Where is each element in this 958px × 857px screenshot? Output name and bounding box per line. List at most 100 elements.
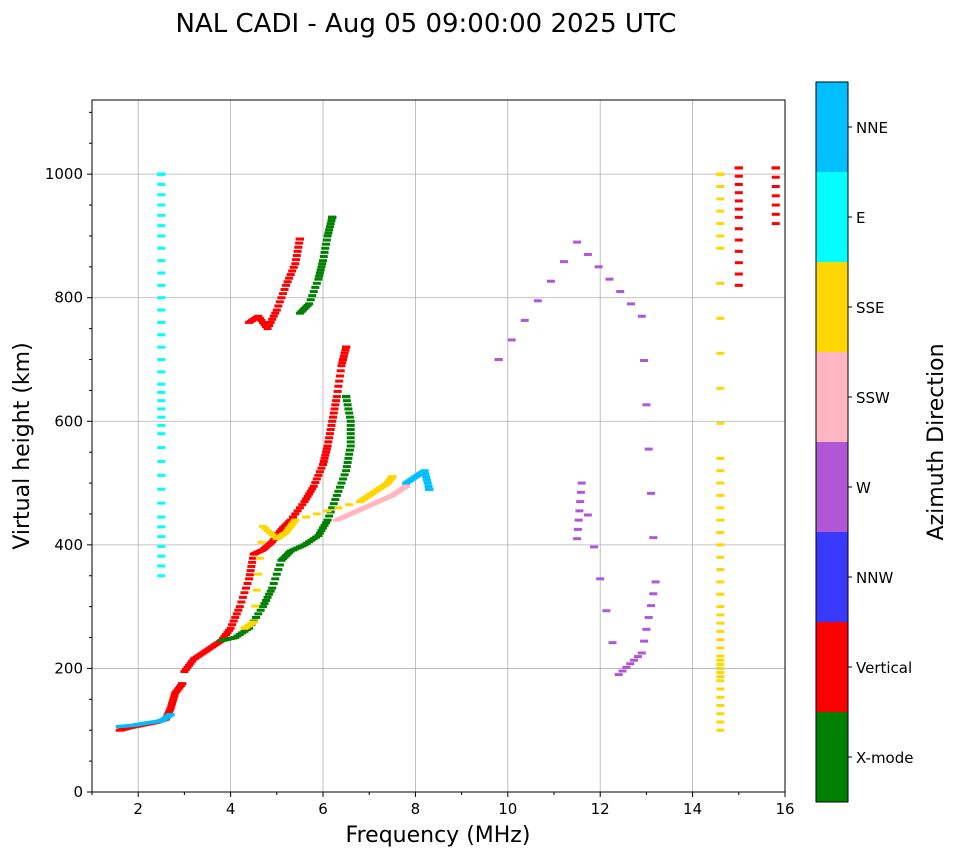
echo-mark — [157, 574, 166, 578]
echo-mark — [422, 478, 431, 482]
echo-mark — [640, 359, 649, 363]
echo-mark — [157, 415, 166, 419]
echo-mark — [616, 290, 625, 294]
echo-mark — [324, 440, 333, 444]
echo-mark — [326, 428, 335, 432]
x-tick-label: 6 — [318, 800, 328, 818]
echo-mark — [293, 249, 302, 253]
echo-mark — [173, 688, 182, 692]
echo-mark — [325, 514, 334, 518]
y-tick-label: 800 — [54, 289, 83, 307]
x-tick-label: 12 — [591, 800, 610, 818]
echo-mark — [345, 411, 354, 415]
echo-mark — [245, 577, 254, 581]
echo-mark — [315, 531, 324, 535]
echo-mark — [771, 185, 780, 188]
echo-mark — [320, 250, 329, 254]
echo-mark — [302, 541, 311, 545]
echo-mark — [235, 632, 244, 636]
echo-mark — [265, 531, 274, 534]
echo-mark — [345, 452, 354, 456]
echo-mark — [421, 472, 430, 476]
echo-mark — [716, 543, 725, 547]
echo-mark — [573, 527, 582, 531]
echo-mark — [626, 662, 635, 666]
echo-mark — [157, 564, 166, 568]
echo-mark — [312, 535, 321, 539]
echo-mark — [397, 487, 406, 491]
echo-mark — [422, 475, 431, 479]
echo-mark — [716, 234, 725, 238]
echo-mark — [309, 537, 318, 541]
echo-mark — [323, 444, 332, 448]
echo-mark — [424, 484, 433, 488]
colorbar-tick-label: X-mode — [856, 749, 913, 767]
colorbar-swatch — [816, 262, 848, 352]
echo-mark — [157, 535, 166, 539]
echo-mark — [317, 528, 326, 532]
echo-mark — [771, 212, 780, 216]
echo-mark — [238, 595, 247, 599]
colorbar-swatch — [816, 352, 848, 442]
echo-mark — [278, 557, 287, 561]
echo-mark — [286, 518, 295, 522]
echo-mark — [734, 227, 743, 231]
echo-mark — [340, 473, 349, 477]
echo-mark — [734, 166, 743, 170]
echo-mark — [303, 494, 312, 498]
echo-mark — [323, 518, 332, 522]
colorbar-frame — [815, 81, 849, 803]
echo-mark — [388, 493, 397, 497]
echo-mark — [283, 552, 292, 556]
echo-mark — [248, 560, 257, 564]
echo-mark — [282, 283, 291, 287]
y-axis-label: Virtual height (km) — [10, 342, 35, 549]
echo-mark — [256, 608, 265, 612]
echo-mark — [341, 348, 350, 352]
echo-mark — [314, 473, 323, 477]
echo-mark — [285, 551, 294, 555]
echo-mark — [716, 712, 725, 716]
echo-mark — [305, 540, 314, 544]
echo-mark — [316, 268, 325, 272]
echo-mark — [326, 222, 335, 226]
echo-mark — [274, 532, 283, 536]
echo-mark — [272, 308, 281, 312]
grid-lines — [92, 100, 786, 793]
colorbar-tick-label: SSW — [856, 389, 890, 407]
echo-mark — [622, 665, 631, 669]
echo-mark — [278, 526, 287, 530]
echo-mark — [716, 531, 725, 534]
echo-mark — [533, 299, 542, 303]
echo-mark — [157, 407, 166, 411]
echo-mark — [172, 690, 181, 694]
echo-mark — [286, 273, 295, 277]
echo-mark — [716, 172, 725, 176]
echo-mark — [228, 623, 237, 627]
echo-mark — [322, 447, 331, 451]
echo-mark — [300, 543, 309, 547]
echo-mark — [265, 324, 274, 328]
echo-mark — [649, 536, 658, 540]
echo-mark — [602, 609, 611, 613]
echo-mark — [346, 436, 355, 440]
echo-mark — [165, 710, 173, 714]
echo-mark — [329, 502, 338, 506]
colorbar-swatch — [816, 172, 848, 262]
echo-mark — [295, 506, 304, 510]
echo-mark — [312, 512, 321, 516]
echo-mark — [254, 612, 263, 616]
echo-mark — [298, 308, 307, 312]
echo-mark — [402, 484, 411, 488]
echo-mark — [157, 333, 166, 337]
echo-mark — [345, 415, 354, 419]
echo-mark — [331, 403, 340, 407]
echo-mark — [520, 318, 529, 322]
echo-mark — [157, 345, 166, 349]
echo-mark — [226, 626, 235, 630]
echo-mark — [157, 234, 166, 238]
echo-mark — [716, 658, 725, 662]
echo-mark — [275, 563, 284, 567]
y-tick-label: 600 — [54, 412, 83, 430]
echo-mark — [328, 506, 337, 510]
